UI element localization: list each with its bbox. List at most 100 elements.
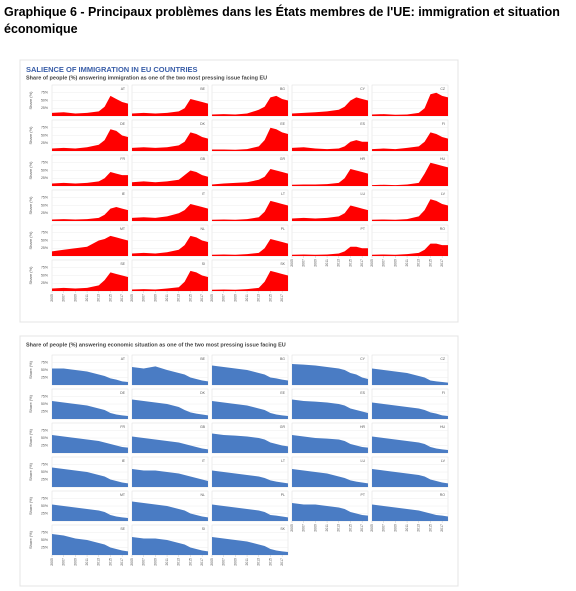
panel-label: PT [361,493,366,497]
x-tick-label: 2005 [130,558,134,566]
area [372,243,448,256]
x-tick-label: 2011 [405,524,409,532]
area [212,200,288,221]
y-tick-label: 25% [41,443,48,447]
x-tick-label: 2011 [325,524,329,532]
area [292,205,368,221]
y-tick-label: 50% [41,504,48,508]
area [52,467,128,487]
chart-title: SALIENCE OF IMMIGRATION IN EU COUNTRIES [26,65,198,74]
area [132,399,208,419]
panel-label: LT [281,192,286,196]
x-tick-label: 2015 [268,294,272,302]
x-tick-label: 2009 [313,259,317,267]
y-tick-label: 75% [41,428,48,432]
x-tick-label: 2011 [325,259,329,267]
area [132,98,208,116]
area [292,140,368,151]
y-tick-label: 25% [41,477,48,481]
area [52,368,128,385]
y-axis-label: Share (%) [28,394,33,413]
x-tick-label: 2009 [153,294,157,302]
page-title: Graphique 6 - Principaux problèmes dans … [4,5,560,36]
x-tick-label: 2015 [268,558,272,566]
y-tick-label: 25% [41,246,48,250]
x-tick-label: 2009 [73,294,77,302]
y-tick-label: 25% [41,511,48,515]
y-tick-label: 50% [41,203,48,207]
area [132,366,208,385]
area [132,469,208,487]
x-tick-label: 2017 [280,294,284,302]
panel-label: CZ [440,87,446,91]
panel-label: IT [202,192,206,196]
y-tick-label: 25% [41,375,48,379]
panel-label: RO [440,227,446,231]
area [52,235,128,256]
x-tick-label: 2009 [73,558,77,566]
x-tick-label: 2005 [290,524,294,532]
area [132,270,208,291]
y-axis-label: Share (%) [28,126,33,145]
y-tick-label: 50% [41,133,48,137]
area [212,238,288,256]
area [132,436,208,453]
y-tick-label: 50% [41,470,48,474]
panel-label: NL [201,227,206,231]
panel-label: LV [441,459,446,463]
area [212,270,288,291]
area [52,435,128,453]
y-axis-label: Share (%) [28,360,33,379]
x-tick-label: 2011 [245,294,249,302]
y-axis-label: Share (%) [28,196,33,215]
panel-label: CZ [440,357,446,361]
x-tick-label: 2017 [360,524,364,532]
x-tick-label: 2013 [97,294,101,302]
x-tick-label: 2015 [428,259,432,267]
x-tick-label: 2017 [280,558,284,566]
x-tick-label: 2011 [165,294,169,302]
y-tick-label: 50% [41,273,48,277]
x-tick-label: 2007 [62,294,66,302]
chart-subtitle: Share of people (%) answering economic s… [26,342,286,348]
panel-label: CY [360,87,366,91]
panel-label: MT [120,493,126,497]
panel-label: ES [360,122,365,126]
panel-label: FR [120,425,125,429]
y-tick-label: 25% [41,176,48,180]
x-tick-label: 2011 [85,294,89,302]
panel-label: HR [360,157,366,161]
area [212,537,288,555]
panel-label: GB [200,425,206,429]
panel-label: MT [120,227,126,231]
y-tick-label: 50% [41,238,48,242]
x-tick-label: 2005 [50,294,54,302]
area [292,435,368,453]
panel-label: BG [280,87,285,91]
panel-label: DK [200,122,206,126]
y-axis-label: Share (%) [28,428,33,447]
area [292,168,368,186]
x-tick-label: 2017 [200,294,204,302]
area [52,129,128,151]
y-axis-label: Share (%) [28,496,33,515]
panel-label: SE [120,262,125,266]
panel-label: SK [280,262,285,266]
y-tick-label: 25% [41,409,48,413]
x-tick-label: 2011 [245,558,249,566]
x-tick-label: 2007 [142,558,146,566]
panel-label: LU [361,192,366,196]
x-tick-label: 2005 [50,558,54,566]
area [372,402,448,419]
x-tick-label: 2017 [120,294,124,302]
x-tick-label: 2015 [428,524,432,532]
panel-label: LV [441,192,446,196]
panel-label: AT [121,357,126,361]
area [132,235,208,256]
panel-label: LU [361,459,366,463]
panel-label: EE [280,391,285,395]
panel-label: GB [200,157,206,161]
area [132,203,208,221]
area [292,399,368,419]
